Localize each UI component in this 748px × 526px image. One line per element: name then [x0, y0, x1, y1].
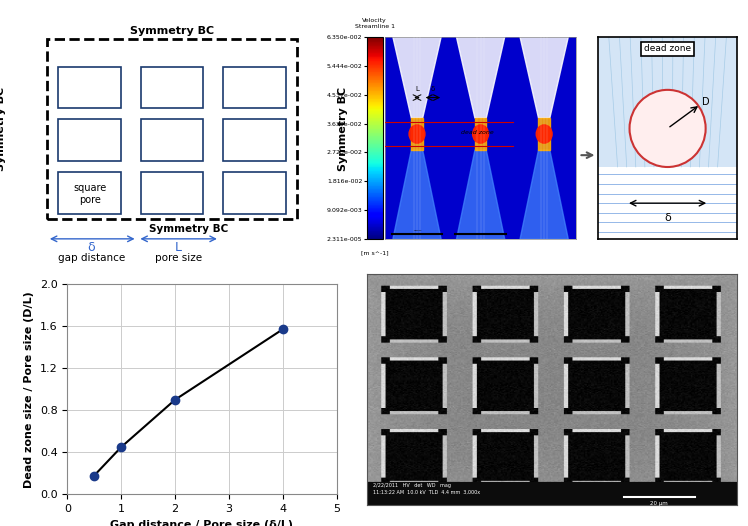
Bar — [598, 167, 737, 239]
Polygon shape — [393, 150, 441, 239]
Text: [m s^-1]: [m s^-1] — [361, 250, 388, 256]
Text: 2/22/2011   HV   det   WD   mag: 2/22/2011 HV det WD mag — [373, 482, 451, 488]
Bar — [58, 119, 121, 161]
Ellipse shape — [536, 125, 552, 143]
Text: Velocity
Streamline 1: Velocity Streamline 1 — [355, 18, 395, 29]
Text: ___: ___ — [413, 226, 421, 231]
Text: δ: δ — [88, 241, 95, 254]
Text: L: L — [175, 241, 182, 254]
Polygon shape — [393, 37, 441, 118]
Polygon shape — [520, 37, 568, 118]
Bar — [58, 172, 121, 214]
Polygon shape — [411, 118, 423, 150]
Bar — [598, 37, 737, 167]
Bar — [223, 119, 286, 161]
Text: Symmetry BC: Symmetry BC — [0, 87, 6, 171]
Text: gap distance: gap distance — [58, 252, 125, 262]
Point — [115, 443, 127, 451]
Polygon shape — [475, 118, 486, 150]
Text: Symmetry BC: Symmetry BC — [130, 26, 214, 36]
Ellipse shape — [630, 90, 705, 167]
Bar — [141, 172, 203, 214]
Polygon shape — [539, 118, 550, 150]
Polygon shape — [520, 150, 568, 239]
Polygon shape — [456, 37, 505, 118]
Ellipse shape — [473, 125, 488, 143]
Text: dead zone: dead zone — [461, 130, 494, 135]
Point — [277, 325, 289, 333]
Point — [88, 471, 100, 480]
Text: δ: δ — [431, 86, 435, 93]
Text: square
pore: square pore — [73, 183, 106, 205]
Bar — [141, 66, 203, 108]
Ellipse shape — [409, 125, 425, 143]
Text: δ: δ — [664, 213, 671, 222]
Text: L: L — [415, 86, 419, 93]
Text: pore size: pore size — [155, 252, 202, 262]
Text: 11:13:22 AM  10.0 kV  TLD  4.4 mm  3,000x: 11:13:22 AM 10.0 kV TLD 4.4 mm 3,000x — [373, 490, 480, 495]
Text: Symmetry BC: Symmetry BC — [149, 224, 228, 234]
Bar — [58, 66, 121, 108]
Bar — [223, 172, 286, 214]
Text: D: D — [702, 97, 709, 107]
Y-axis label: Dead zone size / Pore size (D/L): Dead zone size / Pore size (D/L) — [24, 291, 34, 488]
Text: 20 μm: 20 μm — [650, 501, 668, 507]
Bar — [223, 66, 286, 108]
Bar — [47, 39, 297, 219]
Polygon shape — [456, 150, 505, 239]
Point — [169, 396, 181, 404]
X-axis label: Gap distance / Pore size (δ/L): Gap distance / Pore size (δ/L) — [111, 520, 293, 526]
Text: dead zone: dead zone — [644, 44, 691, 53]
Bar — [141, 119, 203, 161]
Text: Symmetry BC: Symmetry BC — [338, 87, 348, 171]
